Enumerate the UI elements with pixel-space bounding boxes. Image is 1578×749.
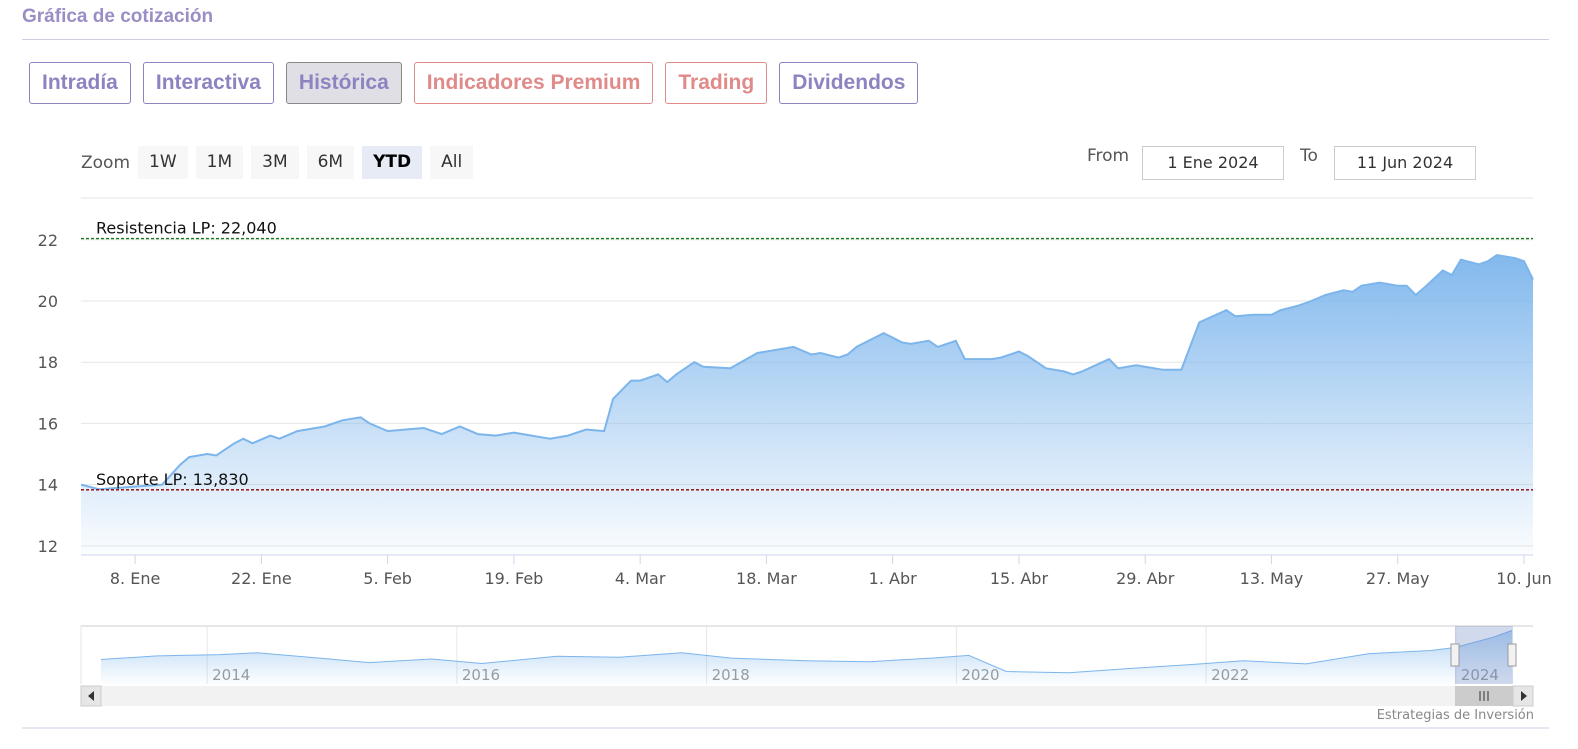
navigator-line	[100, 630, 1513, 674]
navigator-area	[101, 630, 1512, 684]
y-tick-label: 18	[38, 353, 58, 372]
reference-label: Soporte LP: 13,830	[96, 470, 249, 489]
reference-label: Resistencia LP: 22,040	[96, 219, 277, 238]
zoom-button[interactable]: All	[430, 146, 474, 179]
navigator-handle[interactable]	[1450, 643, 1460, 667]
x-tick-label: 15. Abr	[990, 569, 1049, 588]
x-tick-label: 22. Ene	[231, 569, 292, 588]
tab[interactable]: Histórica	[285, 62, 402, 104]
x-tick-label: 1. Abr	[869, 569, 917, 588]
from-label: From	[1087, 146, 1130, 166]
tab[interactable]: Indicadores Premium	[413, 62, 654, 104]
x-tick-label: 4. Mar	[615, 569, 666, 588]
x-tick-label: 19. Feb	[484, 569, 543, 588]
scrollbar-track[interactable]	[81, 686, 1533, 706]
zoom-button[interactable]: 3M	[251, 146, 299, 179]
x-tick-label: 29. Abr	[1116, 569, 1175, 588]
zoom-button[interactable]: 1M	[195, 146, 244, 179]
zoom-button[interactable]: 1W	[138, 146, 188, 179]
tab[interactable]: Intradía	[29, 62, 131, 104]
arrow-left	[88, 691, 94, 701]
price-line	[80, 254, 1534, 491]
x-tick-label: 27. May	[1366, 569, 1430, 588]
from-input[interactable]: 1 Ene 2024	[1142, 146, 1284, 180]
to-label: To	[1300, 146, 1318, 166]
zoom-bar: Zoom 1W 1M 3M 6M YTD All	[81, 146, 474, 179]
y-tick-label: 22	[38, 231, 58, 250]
tab[interactable]: Trading	[665, 62, 768, 104]
arrow-right	[1521, 691, 1527, 701]
area-fill	[81, 255, 1533, 555]
zoom-button[interactable]: YTD	[362, 146, 423, 179]
divider	[22, 39, 1549, 40]
tab-bar: Intradía Interactiva Histórica Indicadores …	[29, 62, 919, 104]
to-input[interactable]: 11 Jun 2024	[1334, 146, 1476, 180]
x-tick-label: 13. May	[1240, 569, 1304, 588]
x-tick-label: 8. Ene	[110, 569, 160, 588]
y-tick-label: 20	[38, 292, 58, 311]
tab[interactable]: Interactiva	[142, 62, 274, 104]
tab[interactable]: Dividendos	[779, 62, 919, 104]
navigator-handle[interactable]	[1507, 643, 1517, 667]
y-tick-label: 14	[38, 476, 58, 495]
x-tick-label: 5. Feb	[363, 569, 412, 588]
y-tick-label: 12	[38, 537, 58, 556]
thumb-grip	[1479, 691, 1489, 701]
section-title: Gráfica de cotización	[22, 6, 214, 27]
x-tick-label: 10. Jun	[1496, 569, 1552, 588]
x-tick-label: 18. Mar	[736, 569, 797, 588]
credit: Estrategias de Inversión	[1376, 708, 1534, 723]
zoom-label: Zoom	[81, 152, 131, 173]
y-tick-label: 16	[38, 414, 58, 433]
zoom-button[interactable]: 6M	[306, 146, 355, 179]
navigator-selection	[1455, 626, 1513, 684]
